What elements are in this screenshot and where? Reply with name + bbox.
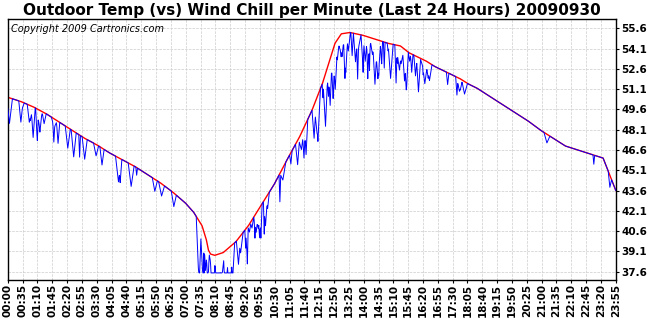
Text: Copyright 2009 Cartronics.com: Copyright 2009 Cartronics.com — [11, 24, 164, 34]
Title: Outdoor Temp (vs) Wind Chill per Minute (Last 24 Hours) 20090930: Outdoor Temp (vs) Wind Chill per Minute … — [23, 3, 601, 18]
